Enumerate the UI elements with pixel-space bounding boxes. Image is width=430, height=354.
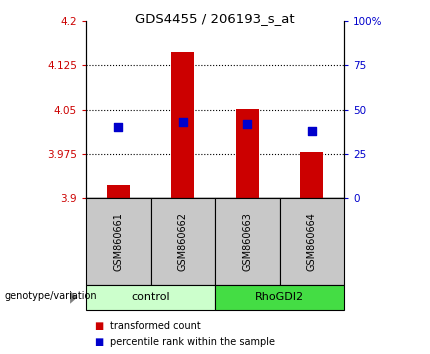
Bar <box>172 52 194 198</box>
Point <box>115 125 122 130</box>
Point <box>244 121 251 127</box>
Text: GSM860661: GSM860661 <box>113 212 123 271</box>
Bar <box>236 109 258 198</box>
Text: GSM860664: GSM860664 <box>307 212 317 271</box>
Bar <box>280 198 344 285</box>
Bar <box>86 198 150 285</box>
Bar <box>215 198 280 285</box>
Text: percentile rank within the sample: percentile rank within the sample <box>110 337 275 347</box>
Bar <box>301 152 323 198</box>
Text: GDS4455 / 206193_s_at: GDS4455 / 206193_s_at <box>135 12 295 25</box>
Text: GSM860663: GSM860663 <box>242 212 252 271</box>
Bar <box>86 285 215 310</box>
Text: RhoGDI2: RhoGDI2 <box>255 292 304 302</box>
Text: ■: ■ <box>95 321 104 331</box>
Text: control: control <box>131 292 170 302</box>
Bar <box>215 285 344 310</box>
Text: ■: ■ <box>95 337 104 347</box>
Text: GSM860662: GSM860662 <box>178 212 188 271</box>
Text: genotype/variation: genotype/variation <box>4 291 97 301</box>
Point <box>179 119 186 125</box>
Point <box>308 128 315 134</box>
Bar <box>107 185 129 198</box>
Text: transformed count: transformed count <box>110 321 200 331</box>
Bar <box>150 198 215 285</box>
